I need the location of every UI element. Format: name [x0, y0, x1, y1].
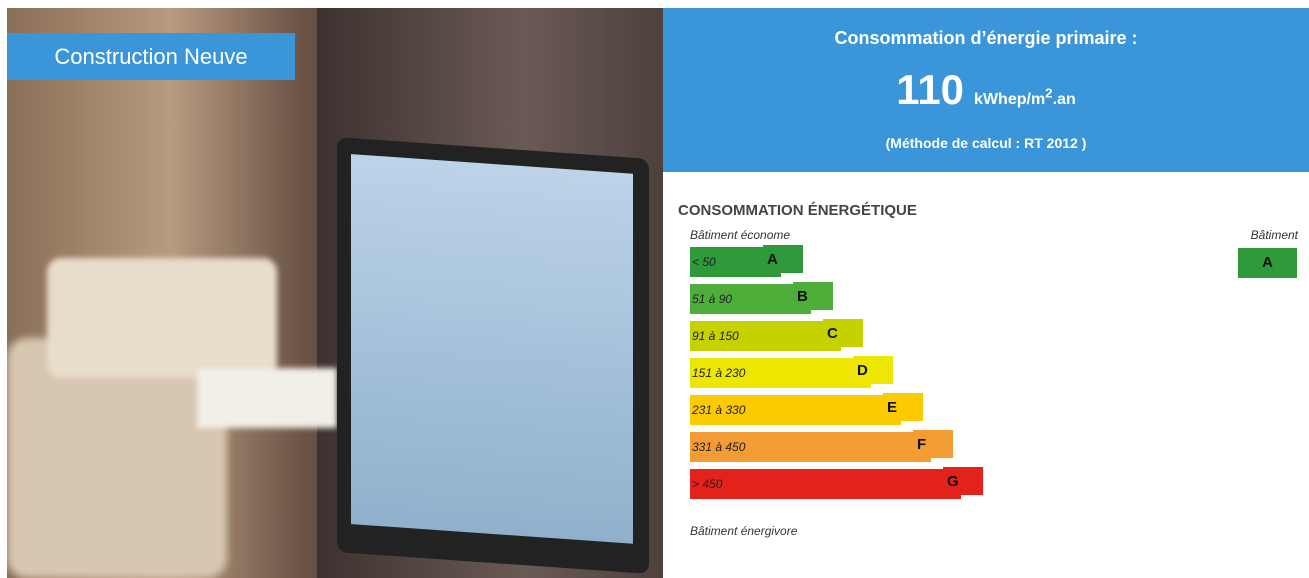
class-letter: B	[797, 288, 808, 305]
building-class: A	[1238, 248, 1297, 278]
class-letter: D	[857, 362, 868, 379]
bottom-note: Bâtiment énergivore	[690, 524, 797, 538]
unit-suffix: .an	[1053, 91, 1076, 108]
sofa	[47, 258, 277, 378]
class-range: 151 à 230	[690, 358, 745, 388]
top-note: Bâtiment économe	[690, 228, 790, 242]
unit: kWhep/m	[974, 91, 1045, 108]
class-range: 91 à 150	[690, 321, 739, 351]
header-value: 110 kWhep/m2.an	[663, 66, 1309, 114]
label-title: CONSOMMATION ÉNERGÉTIQUE	[678, 202, 917, 219]
header: Consommation d’énergie primaire : 110 kWh…	[663, 8, 1309, 172]
class-letter: F	[917, 436, 926, 453]
photo	[7, 8, 663, 578]
building-heading: Bâtiment	[1251, 228, 1298, 242]
tv	[337, 137, 649, 574]
table	[197, 368, 337, 428]
class-range: 231 à 330	[690, 395, 745, 425]
class-range: 51 à 90	[690, 284, 732, 314]
class-range: < 50	[690, 247, 716, 277]
class-letter: A	[767, 251, 778, 268]
header-method: (Méthode de calcul : RT 2012 )	[663, 135, 1309, 151]
unit-exponent: 2	[1045, 86, 1052, 101]
photo-label: Construction Neuve	[7, 33, 295, 80]
class-letter: G	[947, 473, 959, 490]
value: 110	[896, 66, 964, 113]
class-letter: E	[887, 399, 897, 416]
class-letter: C	[827, 325, 838, 342]
class-bar	[690, 469, 961, 499]
tv-screen	[351, 154, 633, 544]
class-range: > 450	[690, 469, 722, 499]
class-range: 331 à 450	[690, 432, 745, 462]
header-title: Consommation d’énergie primaire :	[663, 28, 1309, 49]
page: Construction Neuve Consommation d’énergi…	[0, 0, 1309, 578]
